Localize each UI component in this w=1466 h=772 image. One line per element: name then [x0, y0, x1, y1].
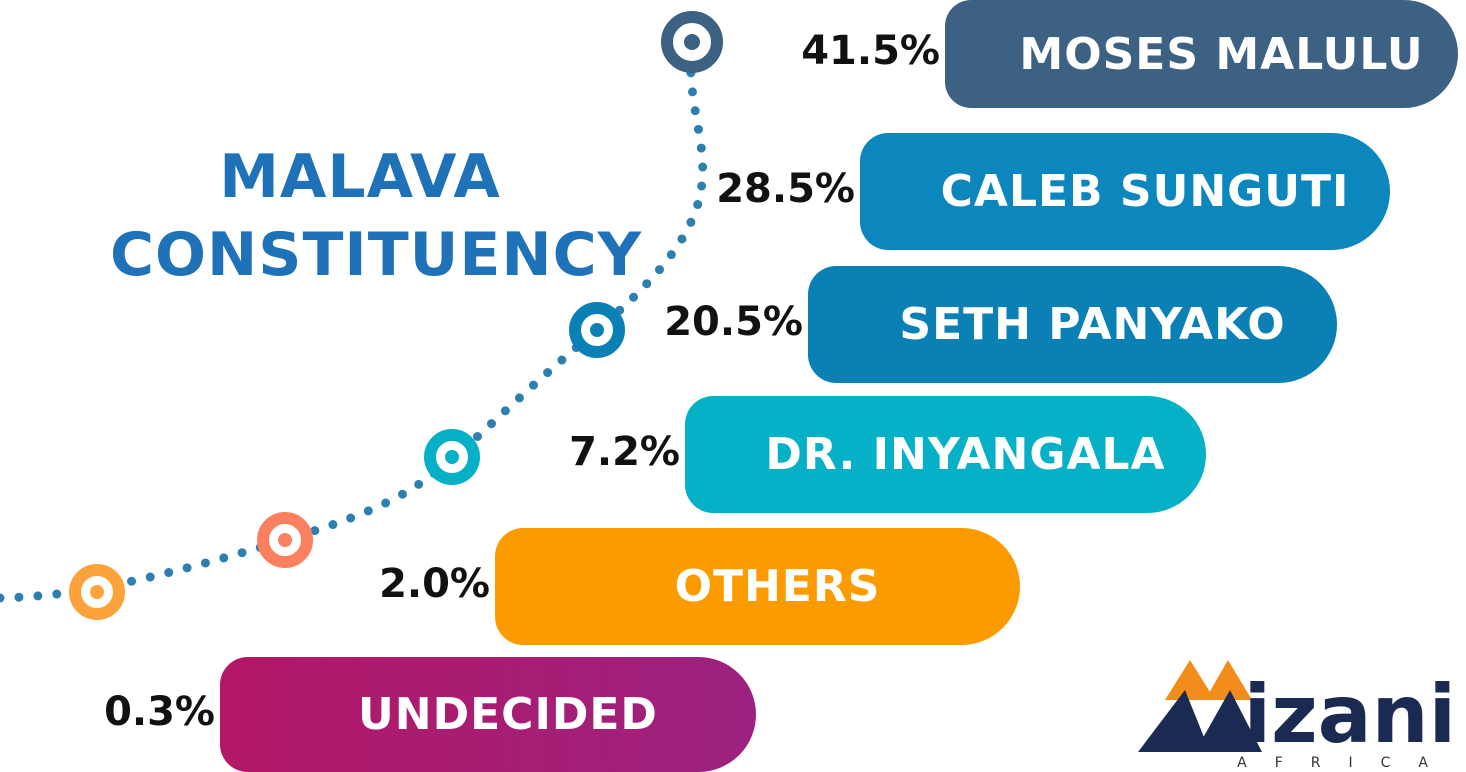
- candidate-bar: UNDECIDED: [220, 657, 756, 772]
- dotted-curve: [0, 37, 708, 603]
- logo-icon: [1138, 660, 1262, 752]
- percent-label: 2.0%: [379, 560, 490, 607]
- rings: [69, 11, 723, 620]
- percent-label: 7.2%: [569, 428, 680, 475]
- candidate-bar: DR. INYANGALA: [685, 396, 1206, 513]
- logo-tagline: AFRICA: [1237, 755, 1456, 771]
- percent-label: 41.5%: [801, 28, 940, 74]
- percent-label: 0.3%: [104, 688, 215, 735]
- candidate-bar: SETH PANYAKO: [808, 266, 1337, 383]
- percent-label: 28.5%: [716, 165, 855, 212]
- title: MALAVA CONSTITUENCY: [110, 142, 643, 290]
- logo-name: izani: [1243, 668, 1456, 761]
- percent-label: 20.5%: [664, 298, 803, 345]
- candidate-bar: OTHERS: [495, 528, 1020, 645]
- candidate-bar: CALEB SUNGUTI: [860, 133, 1390, 250]
- candidate-bar: MOSES MALULU: [945, 0, 1458, 108]
